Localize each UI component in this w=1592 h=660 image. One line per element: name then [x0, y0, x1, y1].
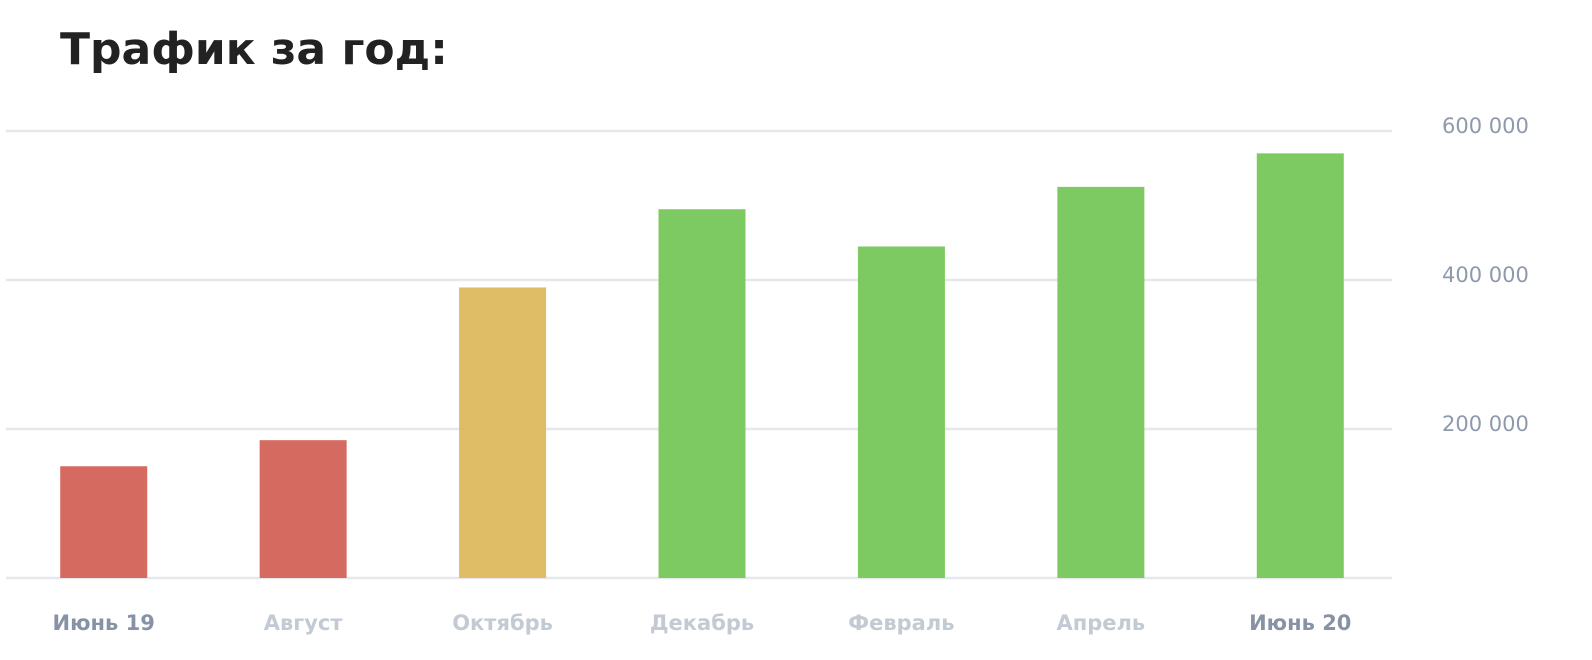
y-tick-label: 600 000 — [1442, 114, 1529, 138]
x-tick-label: Октябрь — [452, 611, 553, 635]
bar — [857, 246, 945, 578]
bar — [1057, 186, 1145, 578]
x-tick-label: Июнь 20 — [1249, 611, 1351, 635]
chart-title: Трафик за год: — [60, 24, 448, 75]
bar — [60, 466, 148, 578]
y-tick-label: 200 000 — [1442, 412, 1529, 436]
x-tick-label: Февраль — [848, 611, 954, 635]
y-tick-label: 400 000 — [1442, 263, 1529, 287]
x-tick-label: Апрель — [1057, 611, 1146, 635]
x-tick-label: Август — [264, 611, 344, 635]
x-tick-label: Декабрь — [650, 611, 754, 635]
bar — [259, 440, 347, 578]
bar — [658, 209, 746, 578]
x-tick-label: Июнь 19 — [53, 611, 155, 635]
bar — [459, 287, 547, 578]
bar — [1256, 153, 1344, 578]
